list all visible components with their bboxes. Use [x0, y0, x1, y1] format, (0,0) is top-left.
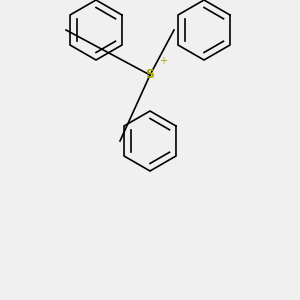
Text: S: S	[146, 68, 154, 82]
Text: +: +	[159, 56, 167, 66]
